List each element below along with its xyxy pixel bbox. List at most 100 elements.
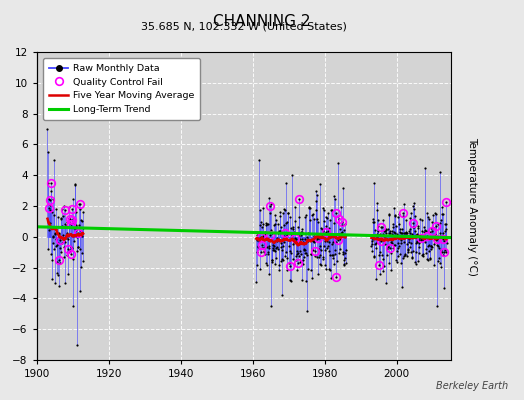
Point [272, 237, 281, 244]
Point [391, 234, 400, 240]
Point [381, 225, 390, 232]
Point [430, 224, 439, 231]
Point [297, 236, 305, 242]
Point [420, 224, 429, 230]
Point [254, 243, 262, 250]
Point [394, 214, 402, 220]
Point [75, 200, 83, 207]
Point [334, 237, 343, 243]
Point [307, 236, 315, 243]
Point [287, 250, 295, 256]
Point [379, 230, 388, 237]
Point [314, 270, 323, 277]
Point [298, 226, 307, 232]
Point [288, 172, 297, 178]
Point [72, 227, 81, 233]
Point [380, 235, 388, 241]
Point [327, 275, 335, 282]
Point [410, 206, 418, 212]
Point [44, 180, 52, 186]
Point [419, 253, 428, 259]
Point [424, 214, 432, 220]
Point [57, 215, 66, 221]
Point [292, 257, 300, 263]
Point [402, 230, 411, 236]
Point [50, 157, 58, 164]
Point [271, 217, 280, 224]
Point [59, 213, 68, 219]
Point [63, 252, 71, 258]
Point [287, 278, 295, 284]
Point [377, 224, 385, 230]
Point [278, 292, 286, 299]
Point [342, 246, 350, 253]
Point [261, 251, 269, 257]
Point [398, 284, 406, 290]
Point [256, 222, 264, 229]
Point [256, 235, 265, 241]
Point [277, 258, 286, 265]
Point [46, 202, 54, 208]
Point [295, 253, 303, 260]
Point [309, 211, 318, 217]
Point [69, 220, 78, 226]
Point [399, 213, 408, 220]
Point [433, 258, 442, 264]
Point [328, 252, 336, 258]
Point [313, 191, 321, 198]
Point [375, 261, 383, 268]
Point [266, 232, 274, 238]
Point [62, 218, 71, 225]
Point [325, 265, 333, 272]
Point [72, 248, 81, 254]
Point [66, 247, 74, 253]
Point [314, 219, 322, 226]
Point [301, 250, 309, 256]
Point [421, 246, 430, 252]
Point [59, 232, 67, 238]
Point [322, 214, 331, 220]
Point [77, 217, 85, 224]
Point [283, 218, 292, 225]
Point [439, 230, 447, 237]
Point [254, 244, 263, 250]
Point [373, 231, 381, 237]
Point [73, 224, 81, 230]
Point [371, 241, 379, 248]
Point [337, 233, 345, 240]
Point [260, 248, 268, 255]
Point [56, 260, 64, 266]
Point [319, 205, 328, 211]
Point [257, 242, 266, 249]
Point [288, 230, 296, 236]
Point [264, 221, 272, 227]
Point [376, 249, 385, 256]
Point [253, 248, 261, 255]
Point [48, 257, 56, 263]
Point [78, 233, 86, 240]
Point [60, 253, 69, 260]
Point [370, 180, 379, 186]
Point [436, 230, 444, 236]
Point [300, 246, 309, 252]
Point [290, 218, 299, 224]
Point [401, 230, 410, 236]
Legend: Raw Monthly Data, Quality Control Fail, Five Year Moving Average, Long-Term Tren: Raw Monthly Data, Quality Control Fail, … [43, 58, 200, 120]
Point [281, 220, 290, 226]
Point [374, 228, 382, 234]
Point [431, 230, 439, 237]
Point [52, 206, 60, 212]
Point [45, 205, 53, 211]
Point [420, 227, 429, 233]
Point [321, 262, 329, 268]
Point [75, 288, 84, 294]
Point [65, 214, 73, 221]
Point [275, 262, 283, 269]
Point [419, 251, 427, 257]
Point [329, 252, 337, 258]
Point [317, 225, 325, 231]
Point [257, 234, 265, 240]
Point [56, 244, 64, 251]
Point [263, 221, 271, 228]
Point [422, 228, 431, 234]
